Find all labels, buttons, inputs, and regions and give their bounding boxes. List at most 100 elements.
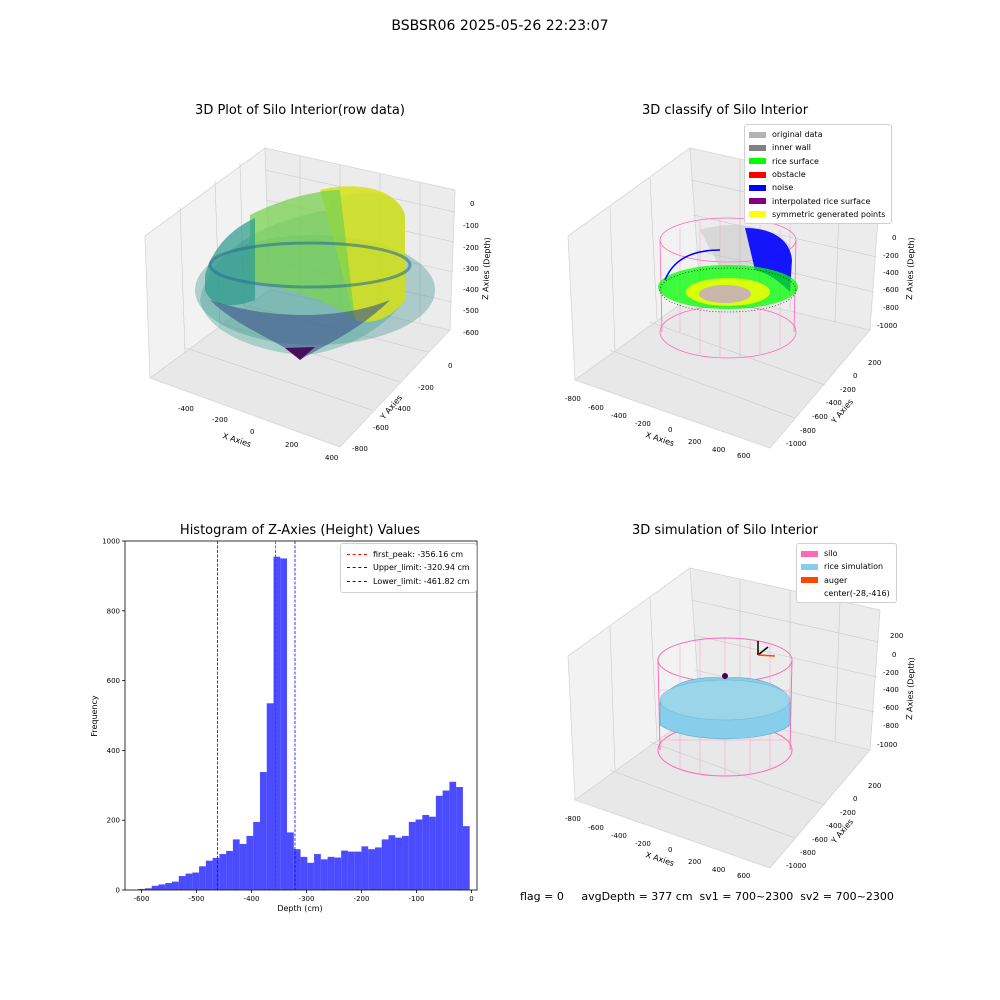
legend-item-noise: noise (749, 181, 885, 194)
classify-x-tick: -600 (588, 404, 604, 412)
simulation-y-tick: -200 (840, 809, 856, 817)
histogram-bar (462, 826, 470, 890)
legend-line (347, 567, 367, 569)
classify-y-tick: -600 (812, 413, 828, 421)
classify-z-label: Z Axies (Depth) (905, 237, 916, 300)
simulation-x-tick: -400 (611, 832, 627, 840)
raw-z-tick: -300 (463, 265, 479, 273)
simulation-z-tick: -1000 (877, 741, 897, 749)
simulation-x-tick: -800 (565, 815, 581, 823)
classify-y-tick: -200 (840, 386, 856, 394)
histogram-bar (327, 856, 335, 890)
histogram-bar (442, 790, 450, 890)
classify-x-tick: 600 (737, 452, 750, 460)
simulation-z-tick: -800 (883, 722, 899, 730)
histogram-bar (388, 835, 396, 890)
histogram-bar (280, 558, 288, 890)
legend-swatch (749, 144, 766, 151)
histogram-bar (253, 821, 260, 890)
classify-x-tick: 400 (712, 446, 725, 454)
x-tick-label: -400 (244, 895, 260, 903)
histogram-bar (266, 703, 274, 890)
legend-swatch (749, 131, 766, 138)
legend-item-upper-limit: Upper_limit: -320.94 cm (347, 561, 470, 574)
classify-x-ticks: -800 -600 -400 -200 0 200 400 600 (565, 395, 750, 460)
legend-line (347, 580, 367, 582)
raw-z-tick: -100 (463, 222, 479, 230)
classify-z-tick: -200 (883, 252, 899, 260)
classify-y-tick: -800 (800, 427, 816, 435)
histogram-bar (246, 835, 254, 890)
histogram-bar (293, 849, 301, 890)
histogram-bar (435, 795, 443, 890)
histogram-bar (300, 856, 308, 890)
histogram-bar (347, 851, 355, 890)
classify-y-tick: 200 (868, 359, 881, 367)
simulation-z-tick: 200 (890, 632, 903, 640)
raw-3d-axes-box (144, 147, 456, 448)
histogram-bar (144, 888, 152, 890)
x-tick-label: -100 (409, 895, 425, 903)
histogram-bar (158, 884, 166, 890)
histogram-x-label: Depth (cm) (277, 904, 322, 913)
histogram-bar (178, 876, 186, 890)
simulation-x-tick: 200 (688, 858, 701, 866)
histogram-bars (138, 556, 470, 890)
legend-item-rice-surface: rice surface (749, 155, 885, 168)
raw-z-tick: -400 (463, 286, 479, 294)
x-tick-label: -500 (189, 895, 205, 903)
raw-3d-gridlines (179, 156, 456, 411)
legend-item-silo: silo (801, 547, 890, 560)
histogram-bar (422, 814, 430, 890)
simulation-x-ticks: -800 -600 -400 -200 0 200 400 600 (565, 815, 750, 880)
histogram-legend: first_peak: -356.16 cm Upper_limit: -320… (340, 543, 477, 593)
classify-z-tick: 0 (892, 234, 896, 242)
legend-item-inner-wall: inner wall (749, 141, 885, 154)
raw-z-label: Z Axies (Depth) (481, 237, 492, 300)
raw-x-tick: -400 (178, 405, 194, 413)
raw-y-tick: -400 (395, 405, 411, 413)
histogram-bar (334, 857, 342, 890)
classify-y-label: Y Axies (829, 397, 855, 426)
y-tick-label: 600 (107, 677, 120, 685)
classify-legend: original data inner wall rice surface ob… (744, 124, 893, 225)
simulation-x-tick: -200 (635, 840, 651, 848)
status-footer: flag = 0 avgDepth = 377 cm sv1 = 700~230… (520, 890, 894, 903)
raw-x-ticks: -400 -200 0 200 400 (178, 405, 338, 462)
histogram-bar (287, 832, 294, 890)
simulation-y-tick: -800 (800, 849, 816, 857)
simulation-x-label: X Axies (644, 850, 675, 868)
simulation-x-tick: 0 (668, 846, 672, 854)
legend-swatch (749, 158, 766, 165)
histogram-bar (368, 849, 375, 890)
legend-item-auger: auger (801, 574, 890, 587)
x-tick-label: 0 (469, 895, 473, 903)
raw-x-tick: -200 (212, 416, 228, 424)
simulation-y-tick: 0 (853, 795, 857, 803)
classify-y-tick: -400 (826, 399, 842, 407)
classify-x-tick: 0 (668, 426, 672, 434)
histogram-bar (415, 819, 423, 890)
histogram-bar (226, 850, 233, 890)
legend-swatch (749, 198, 766, 205)
simulation-y-ticks: 200 0 -200 -400 -600 -800 -1000 (786, 782, 881, 870)
histogram-bar (199, 866, 206, 890)
raw-y-tick: -200 (418, 384, 434, 392)
simulation-y-tick: -1000 (786, 862, 806, 870)
histogram-bar (408, 821, 416, 890)
raw-plot-title: 3D Plot of Silo Interior(row data) (195, 103, 405, 118)
simulation-3d-axes-box (567, 567, 881, 869)
legend-item-interpolated-rice-surface: interpolated rice surface (749, 194, 885, 207)
simulation-z-tick: -400 (883, 686, 899, 694)
simulation-plot-title: 3D simulation of Silo Interior (632, 523, 818, 538)
x-tick-label: -200 (354, 895, 370, 903)
y-tick-label: 400 (107, 747, 120, 755)
figure-title: BSBSR06 2025-05-26 22:23:07 (391, 18, 609, 34)
simulation-y-tick: -400 (826, 822, 842, 830)
legend-swatch (801, 577, 818, 584)
x-tick-label: -600 (134, 895, 150, 903)
histogram-bar (449, 781, 457, 890)
legend-swatch (801, 550, 818, 557)
simulation-y-label: Y Axies (829, 817, 855, 846)
raw-z-tick: -200 (463, 244, 479, 252)
